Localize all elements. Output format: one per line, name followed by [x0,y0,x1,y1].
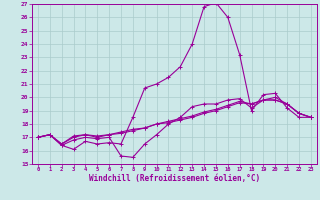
X-axis label: Windchill (Refroidissement éolien,°C): Windchill (Refroidissement éolien,°C) [89,174,260,183]
